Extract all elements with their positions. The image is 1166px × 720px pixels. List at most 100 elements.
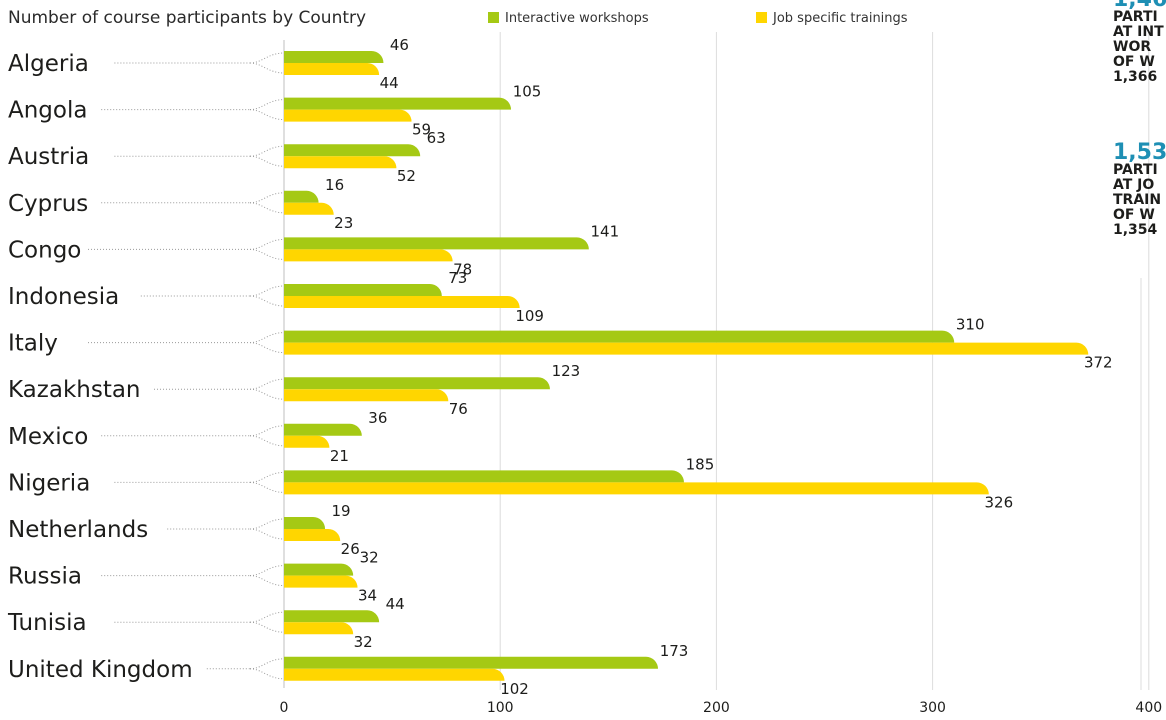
bar-job-specific-trainings: [284, 482, 989, 495]
leader-line-branch: [249, 62, 285, 74]
value-label-interactive-workshops: 46: [390, 36, 409, 54]
value-label-job-specific-trainings: 78: [453, 260, 472, 278]
bar-job-specific-trainings: [284, 575, 358, 588]
value-label-interactive-workshops: 19: [332, 502, 351, 520]
side-panel-line: WOR: [1113, 39, 1152, 55]
leader-line-branch: [249, 238, 285, 250]
bar-interactive-workshops: [284, 656, 659, 669]
legend-item-interactive-workshops: Interactive workshops: [488, 11, 649, 26]
leader-line-branch: [249, 295, 285, 307]
country-label: Cyprus: [8, 191, 88, 217]
leader-line-branch: [249, 52, 285, 64]
bar-job-specific-trainings: [284, 622, 354, 635]
leader-line-branch: [249, 611, 285, 623]
country-label: Netherlands: [8, 517, 148, 543]
bar-job-specific-trainings: [284, 109, 412, 122]
value-label-job-specific-trainings: 34: [358, 587, 377, 605]
value-label-interactive-workshops: 105: [513, 83, 542, 101]
leader-line-branch: [249, 342, 285, 354]
leader-line-branch: [249, 565, 285, 577]
value-label-interactive-workshops: 73: [448, 269, 467, 287]
side-panel-line: 1,366: [1113, 69, 1158, 85]
side-panel-line: AT INT: [1113, 24, 1164, 40]
side-panel-line: AT JO: [1113, 177, 1155, 193]
side-panel-line: PARTI: [1113, 9, 1158, 25]
value-label-job-specific-trainings: 23: [334, 214, 353, 232]
bar-interactive-workshops: [284, 517, 326, 529]
country-label: Tunisia: [7, 610, 87, 636]
x-tick-label: 200: [703, 700, 730, 716]
value-label-job-specific-trainings: 44: [380, 74, 399, 92]
country-label: Russia: [8, 564, 82, 590]
leader-line-branch: [249, 378, 285, 390]
value-label-interactive-workshops: 310: [956, 316, 985, 334]
x-tick-label: 100: [487, 700, 514, 716]
country-label: Kazakhstan: [8, 377, 141, 403]
country-label: Nigeria: [8, 470, 90, 496]
legend-label: Interactive workshops: [505, 11, 649, 26]
value-label-job-specific-trainings: 59: [412, 121, 431, 139]
x-tick-label: 300: [919, 700, 946, 716]
leader-line-branch: [249, 388, 285, 400]
value-label-interactive-workshops: 141: [591, 222, 620, 240]
bar-job-specific-trainings: [284, 296, 520, 308]
bar-job-specific-trainings: [284, 63, 380, 75]
bar-interactive-workshops: [284, 470, 684, 483]
x-tick-label: 400: [1135, 700, 1162, 716]
bar-interactive-workshops: [284, 610, 380, 623]
bar-interactive-workshops: [284, 51, 384, 63]
leader-line-branch: [249, 471, 285, 483]
value-label-job-specific-trainings: 326: [984, 493, 1013, 511]
bar-interactive-workshops: [284, 144, 421, 157]
value-label-interactive-workshops: 32: [360, 549, 379, 567]
bar-job-specific-trainings: [284, 668, 505, 681]
value-label-job-specific-trainings: 372: [1084, 354, 1113, 372]
bar-interactive-workshops: [284, 563, 354, 576]
leader-line-branch: [249, 518, 285, 530]
bar-job-specific-trainings: [284, 249, 453, 262]
leader-line-branch: [249, 202, 285, 214]
side-panel-line: OF W: [1113, 54, 1155, 70]
value-label-job-specific-trainings: 76: [449, 400, 468, 418]
bar-interactive-workshops: [284, 284, 442, 296]
leader-line-branch: [249, 668, 285, 680]
value-label-interactive-workshops: 44: [386, 595, 405, 613]
bar-interactive-workshops: [284, 190, 319, 203]
leader-line-branch: [249, 285, 285, 297]
side-panel-line: 1,354: [1113, 222, 1158, 238]
leader-line-branch: [249, 621, 285, 633]
bar-interactive-workshops: [284, 237, 589, 250]
bar-job-specific-trainings: [284, 342, 1089, 355]
bar-job-specific-trainings: [284, 156, 397, 169]
country-label: Austria: [8, 144, 89, 170]
leader-line-branch: [249, 99, 285, 111]
value-label-interactive-workshops: 173: [660, 642, 689, 660]
value-label-interactive-workshops: 123: [552, 362, 581, 380]
leader-line-branch: [249, 435, 285, 447]
side-panel-line: TRAIN: [1113, 192, 1162, 208]
bar-interactive-workshops: [284, 377, 550, 390]
legend-item-job-specific-trainings: Job specific trainings: [756, 11, 908, 26]
leader-line-branch: [249, 528, 285, 540]
value-label-job-specific-trainings: 26: [341, 540, 360, 558]
leader-line-branch: [249, 658, 285, 670]
leader-line-branch: [249, 332, 285, 344]
x-tick-label: 0: [280, 700, 289, 716]
value-label-job-specific-trainings: 52: [397, 167, 416, 185]
value-label-interactive-workshops: 185: [686, 455, 715, 473]
bar-job-specific-trainings: [284, 389, 449, 402]
legend-swatch-yellow: [756, 12, 767, 23]
legend-swatch-green: [488, 12, 499, 23]
bar-job-specific-trainings: [284, 529, 341, 541]
country-label: Indonesia: [8, 284, 119, 310]
country-label: United Kingdom: [8, 657, 193, 683]
value-label-job-specific-trainings: 21: [330, 447, 349, 465]
value-label-interactive-workshops: 36: [368, 409, 387, 427]
value-label-job-specific-trainings: 109: [515, 307, 544, 325]
leader-line-branch: [249, 192, 285, 204]
side-panel-block-trainings: 1,53 PARTI AT JO TRAIN OF W 1,354: [1113, 142, 1166, 238]
bar-interactive-workshops: [284, 423, 362, 436]
bar-interactive-workshops: [284, 330, 955, 343]
side-panel-block-workshops: 1,46 PARTI AT INT WOR OF W 1,366: [1113, 0, 1166, 85]
